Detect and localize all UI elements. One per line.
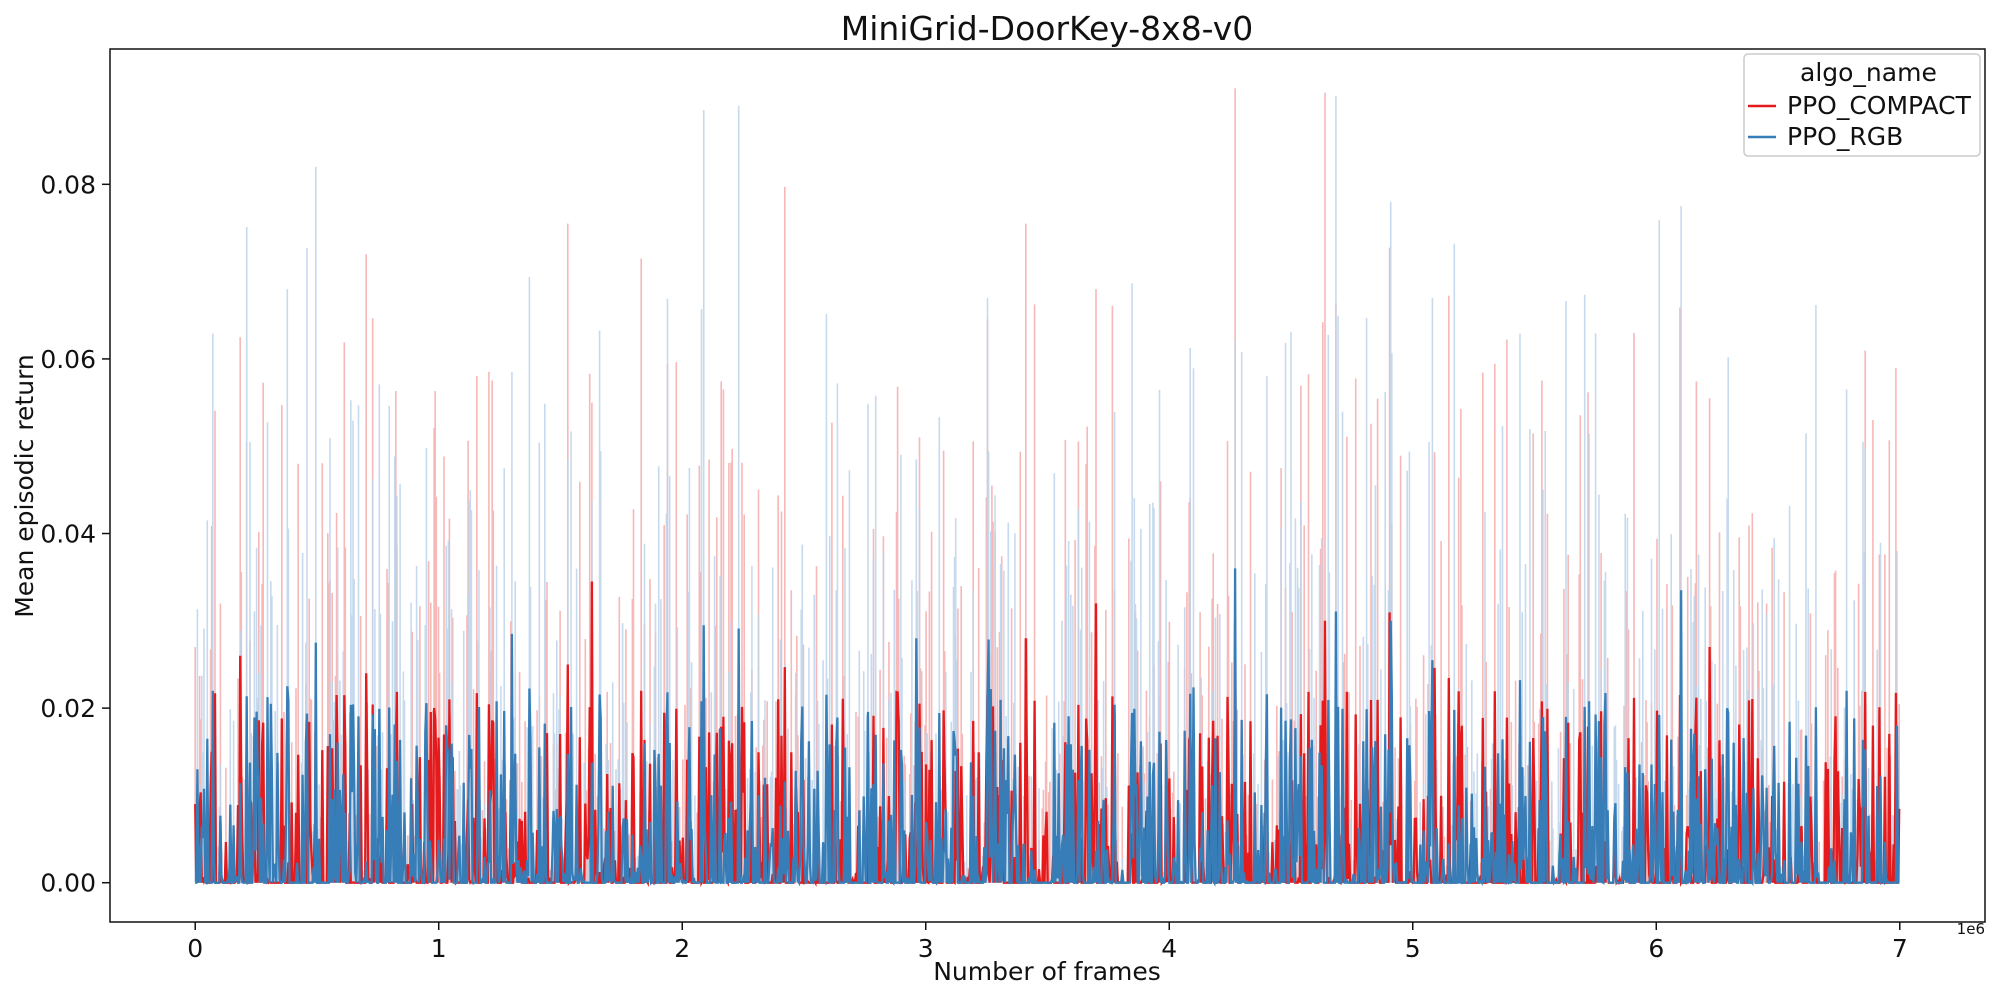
x-axis-ticks: 0 1 2 3 4 5 6 7 — [187, 922, 1908, 963]
x-axis-label: Number of frames — [933, 957, 1161, 986]
legend-label-ppo-rgb: PPO_RGB — [1787, 122, 1903, 151]
x-tick-label: 2 — [674, 934, 690, 963]
legend-label-ppo-compact: PPO_COMPACT — [1787, 91, 1972, 120]
x-tick-label: 7 — [1892, 934, 1908, 963]
x-axis-offset-label: 1e6 — [1957, 920, 1985, 938]
legend: algo_name PPO_COMPACT PPO_RGB — [1743, 53, 1981, 157]
legend-title: algo_name — [1800, 58, 1937, 87]
y-tick-label: 0.00 — [40, 869, 96, 898]
x-tick-label: 4 — [1161, 934, 1177, 963]
x-tick-label: 5 — [1405, 934, 1421, 963]
y-axis-label: Mean episodic return — [10, 354, 39, 618]
legend-box — [1743, 53, 1981, 157]
y-tick-label: 0.08 — [40, 170, 96, 199]
chart-title: MiniGrid-DoorKey-8x8-v0 — [841, 9, 1253, 48]
x-tick-label: 1 — [431, 934, 447, 963]
series-lines — [194, 568, 1901, 888]
y-tick-label: 0.04 — [40, 520, 96, 549]
series-line-ppo-rgb — [195, 568, 1900, 887]
x-tick-label: 0 — [187, 934, 203, 963]
y-tick-label: 0.06 — [40, 345, 96, 374]
plot-frame — [109, 48, 1986, 923]
x-tick-label: 6 — [1648, 934, 1664, 963]
x-tick-label: 3 — [918, 934, 934, 963]
plot-area — [110, 49, 1985, 922]
y-tick-label: 0.02 — [40, 694, 96, 723]
y-axis-ticks: 0.00 0.02 0.04 0.06 0.08 — [40, 170, 110, 898]
